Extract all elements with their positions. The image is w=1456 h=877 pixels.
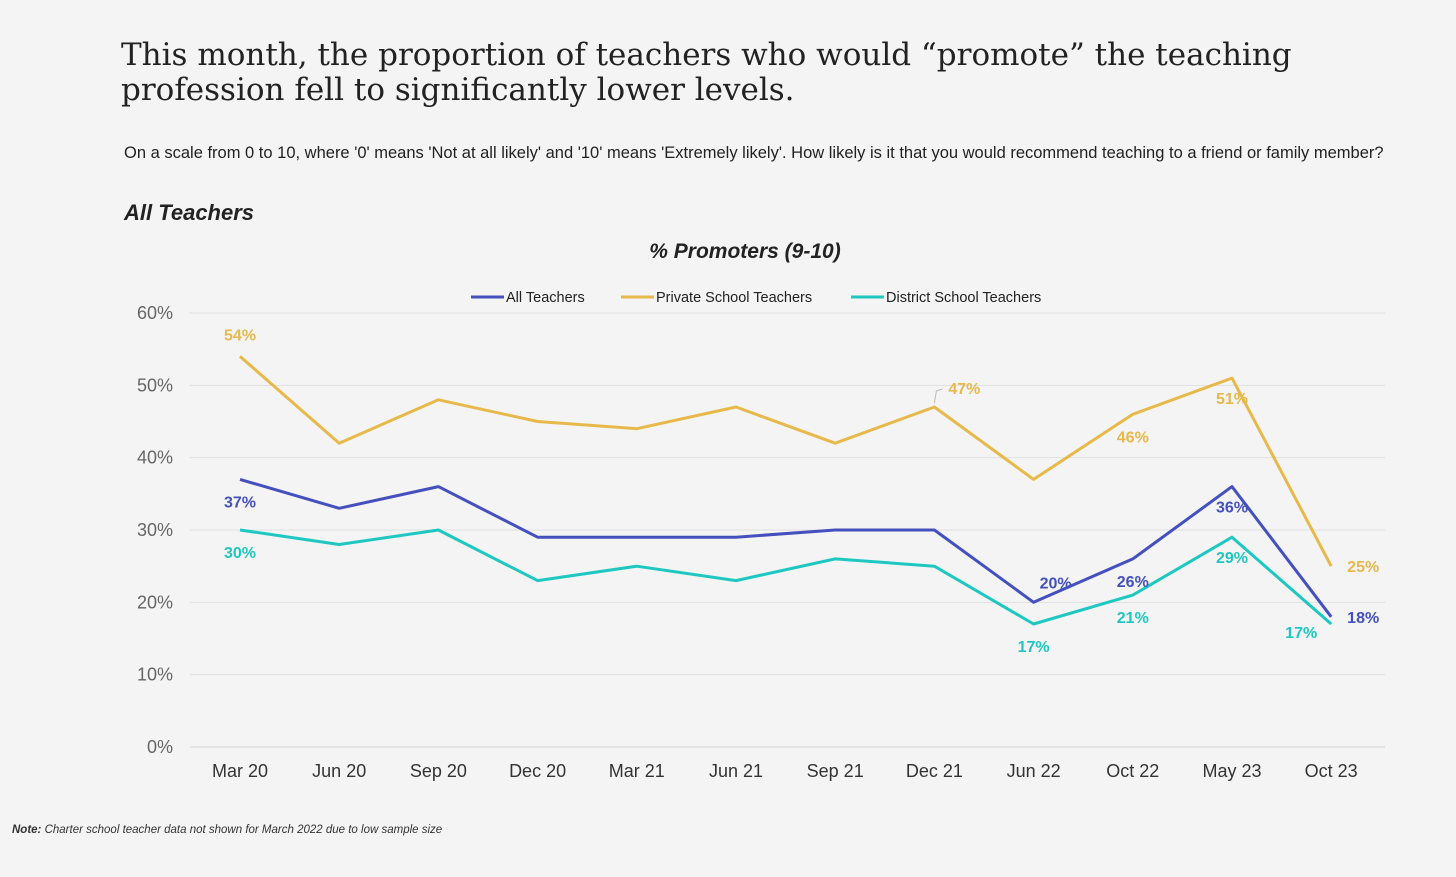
x-tick-label: Jun 21 (709, 761, 763, 781)
data-label: 37% (224, 494, 256, 511)
legend-label: District School Teachers (886, 290, 1041, 306)
legend-label: All Teachers (506, 290, 585, 306)
data-label: 25% (1347, 559, 1379, 576)
y-tick-label: 30% (137, 520, 173, 540)
x-tick-label: Dec 20 (509, 761, 566, 781)
data-label: 20% (1040, 575, 1072, 592)
data-label: 18% (1347, 610, 1379, 627)
footnote-text: Charter school teacher data not shown fo… (41, 824, 443, 836)
chart-title: % Promoters (9-10) (649, 240, 840, 263)
footnote-label: Note: (12, 824, 42, 836)
legend-label: Private School Teachers (656, 290, 812, 306)
x-tick-label: Jun 20 (312, 761, 366, 781)
x-tick-label: Mar 20 (212, 761, 268, 781)
x-tick-label: May 23 (1202, 761, 1261, 781)
footnote: Note: Charter school teacher data not sh… (12, 824, 442, 836)
x-tick-label: Jun 22 (1007, 761, 1061, 781)
x-tick-label: Sep 20 (410, 761, 467, 781)
y-tick-label: 40% (137, 448, 173, 468)
x-tick-label: Mar 21 (609, 761, 665, 781)
series-line (239, 477, 1333, 618)
data-label: 47% (948, 381, 980, 398)
series-line (239, 355, 1333, 567)
data-label: 26% (1117, 574, 1149, 591)
y-tick-label: 50% (137, 375, 173, 395)
data-label: 54% (224, 327, 256, 344)
x-tick-label: Dec 21 (906, 761, 963, 781)
x-tick-label: Oct 22 (1106, 761, 1159, 781)
segment-subhead: All Teachers (124, 200, 255, 225)
y-tick-label: 10% (137, 665, 173, 685)
data-label: 30% (224, 545, 256, 562)
y-tick-label: 0% (147, 737, 173, 757)
series-line (239, 528, 1333, 626)
data-label: 17% (1285, 625, 1317, 642)
y-tick-label: 20% (137, 592, 173, 612)
x-tick-label: Sep 21 (807, 761, 864, 781)
survey-question: On a scale from 0 to 10, where '0' means… (124, 144, 1384, 162)
data-label: 46% (1117, 429, 1149, 446)
x-tick-label: Oct 23 (1305, 761, 1358, 781)
label-leader-line (933, 388, 943, 404)
data-label: 21% (1117, 610, 1149, 627)
data-label: 51% (1216, 391, 1248, 408)
data-label: 17% (1018, 639, 1050, 656)
data-label: 29% (1216, 550, 1248, 567)
page-headline: This month, the proportion of teachers w… (121, 37, 1292, 108)
y-tick-label: 60% (137, 303, 173, 323)
data-label: 36% (1216, 500, 1248, 517)
